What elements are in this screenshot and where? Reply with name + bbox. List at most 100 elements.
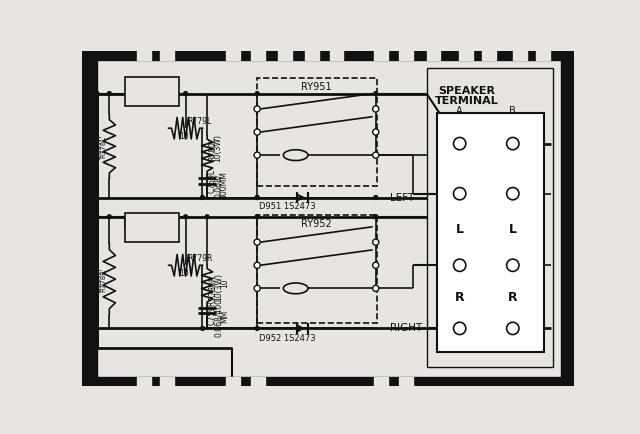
Circle shape [372,107,379,113]
Text: R778R: R778R [100,268,106,291]
Text: D951 1S2473: D951 1S2473 [259,201,316,210]
Circle shape [95,92,99,96]
Text: +: + [455,189,464,199]
Text: R779L: R779L [187,117,211,126]
Text: -: - [458,139,462,149]
Text: -: - [511,324,515,334]
Bar [257,79,376,187]
Text: R: R [455,290,465,303]
Circle shape [374,215,378,219]
Bar [536,52,550,61]
Circle shape [184,215,188,219]
Text: R778L: R778L [100,135,106,158]
Circle shape [255,215,259,219]
Text: +: + [455,261,464,271]
Circle shape [454,138,466,151]
Text: RY952: RY952 [301,218,332,228]
Text: RIGHT: RIGHT [390,322,422,332]
Text: C759L: C759L [208,168,217,192]
Circle shape [454,322,466,335]
Text: 0.068/: 0.068/ [214,173,223,197]
Bar [82,52,97,386]
Circle shape [507,322,519,335]
Circle shape [95,215,99,219]
Circle shape [374,196,378,200]
Circle shape [507,188,519,201]
Circle shape [507,138,519,151]
Text: L: L [456,222,463,235]
Text: -: - [511,139,515,149]
Bar [160,377,174,386]
Circle shape [254,263,260,269]
Bar [125,77,179,107]
Bar [399,52,413,61]
Text: 0.68μH: 0.68μH [127,96,157,105]
Circle shape [372,263,379,269]
Bar [459,52,473,61]
Circle shape [254,153,260,159]
Text: 10: 10 [179,269,189,278]
Text: 0.068/400: 0.068/400 [214,298,223,337]
Circle shape [255,215,259,219]
Bar [482,52,496,61]
Circle shape [108,92,111,96]
Text: 400MM: 400MM [220,171,228,199]
Circle shape [372,240,379,246]
Text: 0.68μH: 0.68μH [127,232,157,241]
Circle shape [507,260,519,272]
Text: 1K(3W): 1K(3W) [95,266,101,293]
Circle shape [205,215,209,219]
Text: 1K(3W): 1K(3W) [95,134,101,159]
Circle shape [108,215,111,219]
Text: A: A [456,106,463,116]
Bar [427,52,440,61]
Circle shape [254,240,260,246]
Text: R780R: R780R [208,274,217,299]
Circle shape [374,215,378,219]
Circle shape [255,327,259,331]
Circle shape [254,286,260,292]
Bar [305,52,319,61]
Text: C759R: C759R [208,299,217,324]
Bar [374,52,388,61]
Text: L751R: L751R [128,215,156,224]
Bar [137,52,151,61]
Text: L751L: L751L [128,79,155,88]
Text: L: L [509,222,517,235]
Text: 10: 10 [179,132,189,141]
Bar [227,52,240,61]
Circle shape [255,196,259,200]
Bar [278,52,292,61]
Circle shape [372,153,379,159]
Circle shape [372,286,379,292]
Bar [82,52,575,61]
Text: -: - [458,324,462,334]
Bar [427,69,553,367]
Circle shape [255,92,259,96]
Text: R: R [508,290,518,303]
Text: 10(3W): 10(3W) [214,273,223,300]
Bar [137,377,151,386]
Circle shape [184,92,188,96]
Text: +: + [508,261,517,271]
Bar [251,52,265,61]
Bar [330,52,344,61]
Bar [227,377,240,386]
Text: R779R: R779R [187,253,212,263]
Text: 10: 10 [220,278,229,287]
Text: TERMINAL: TERMINAL [435,95,499,105]
Circle shape [254,107,260,113]
Bar [374,377,388,386]
Text: MM: MM [220,309,229,322]
Circle shape [255,196,259,200]
Text: +: + [508,189,517,199]
Text: B: B [509,106,516,116]
Circle shape [254,130,260,136]
Bar [399,377,413,386]
Text: SPEAKER: SPEAKER [438,85,495,95]
Text: LEFT: LEFT [390,193,414,203]
Text: R780L: R780L [208,136,217,160]
Circle shape [200,196,204,200]
Bar [251,377,265,386]
Circle shape [200,327,204,331]
